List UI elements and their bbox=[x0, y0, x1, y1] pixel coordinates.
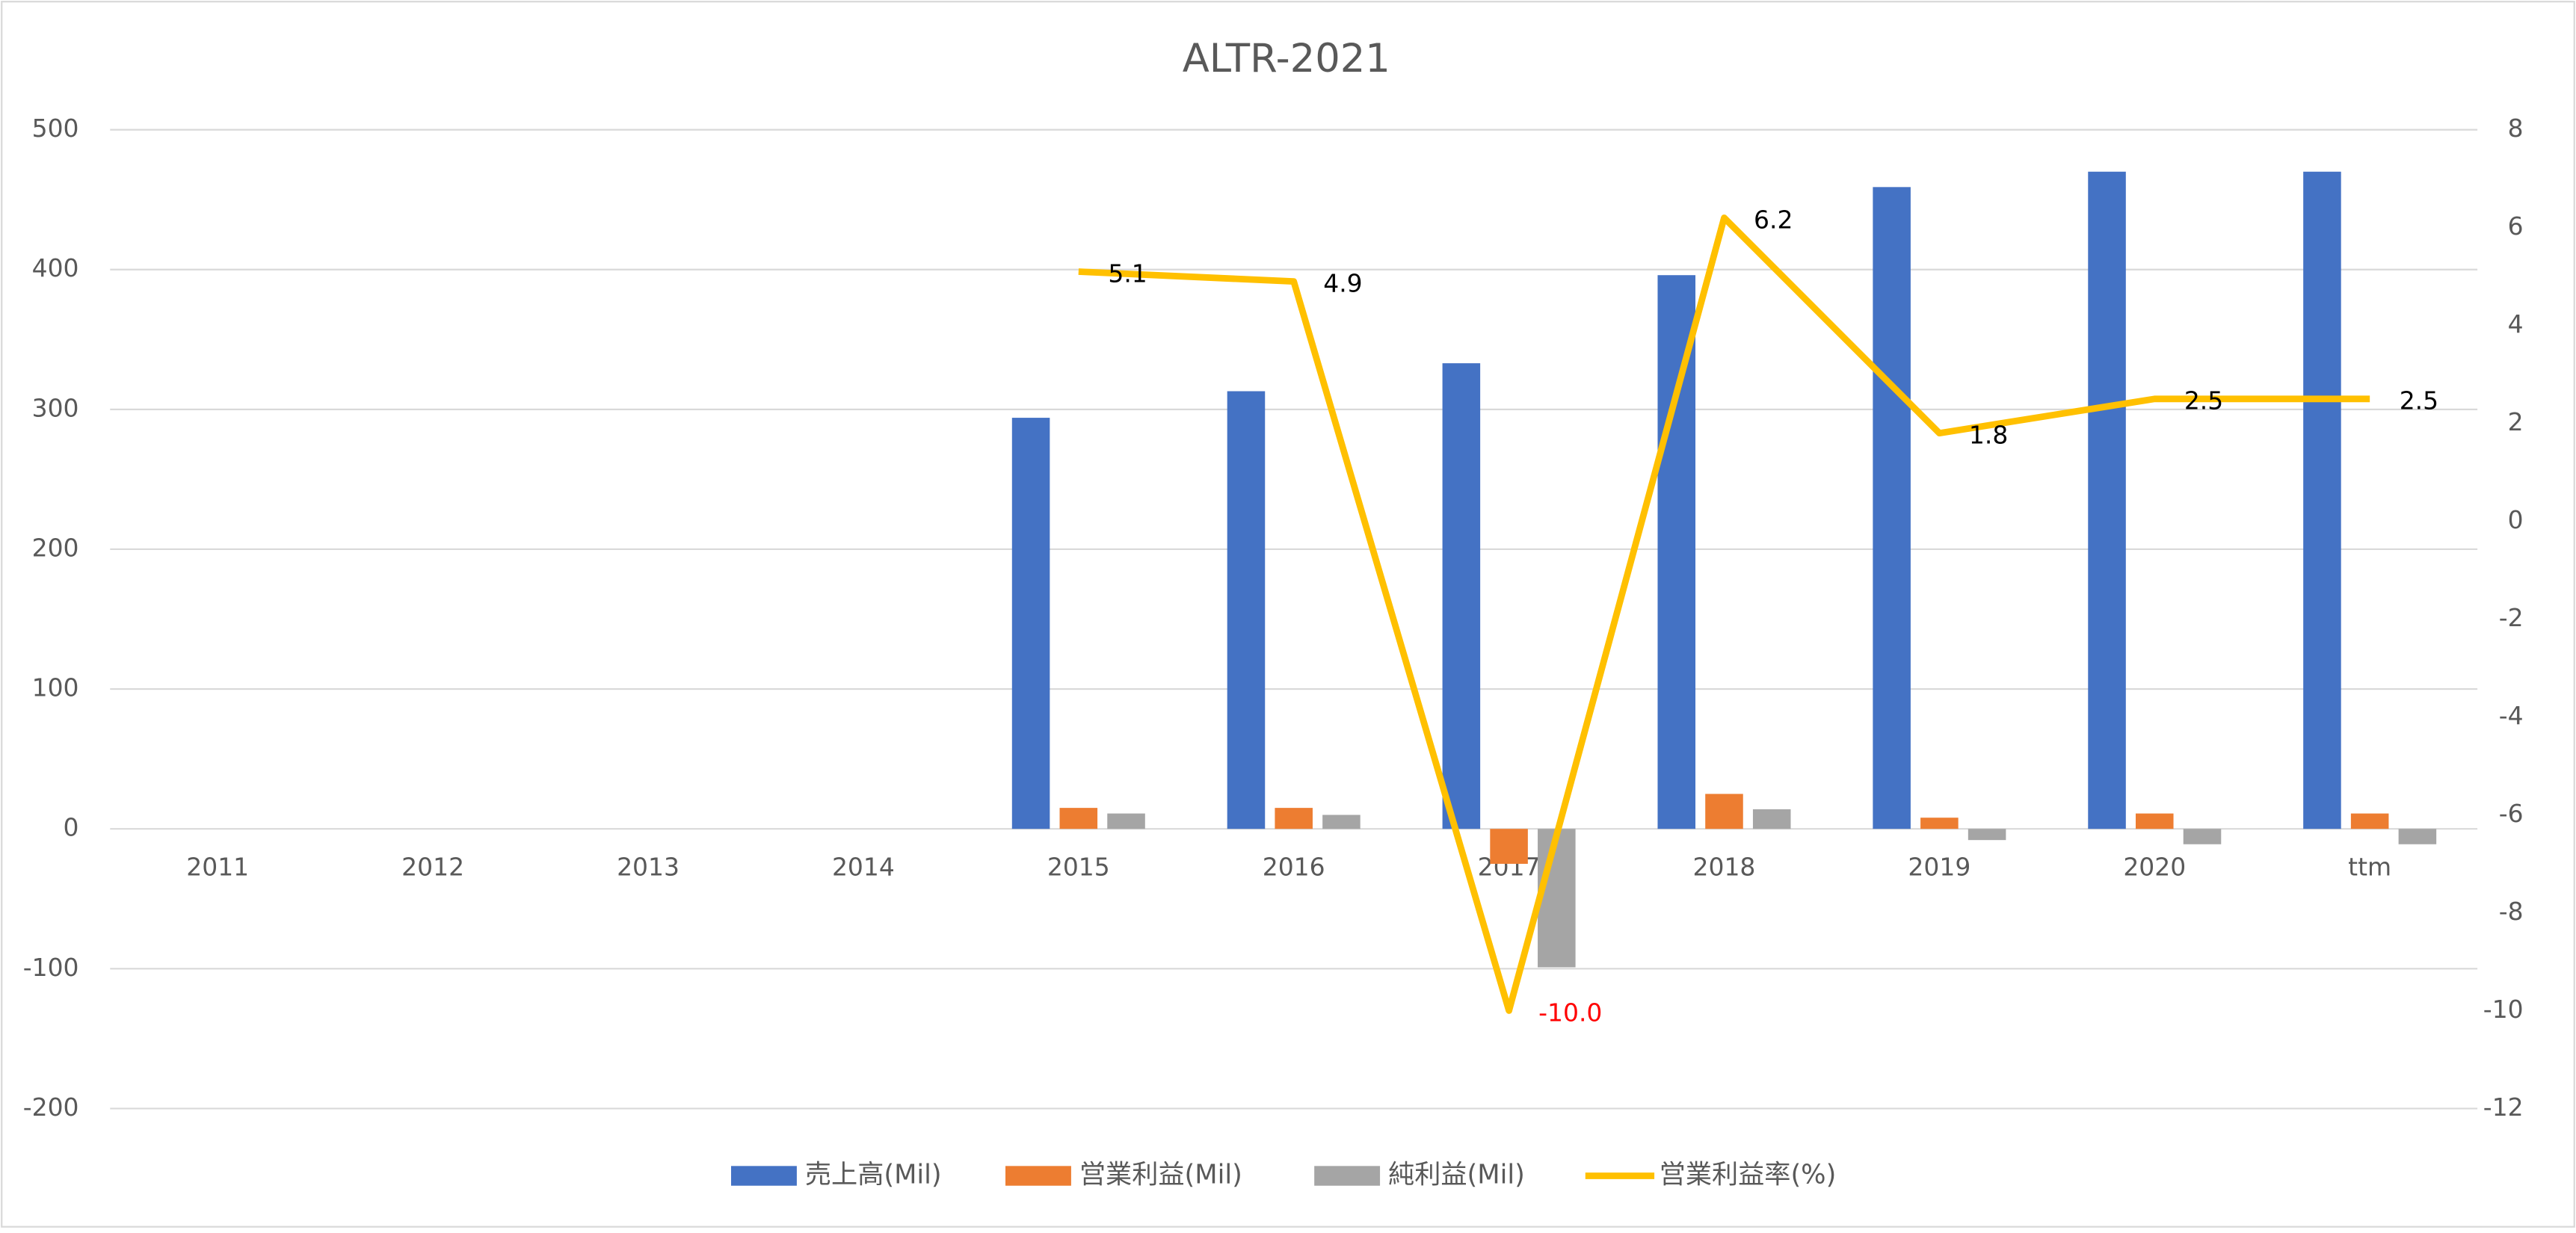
data-label: 1.8 bbox=[1969, 421, 2008, 450]
bar bbox=[1227, 391, 1266, 829]
x-tick-label: 2011 bbox=[186, 852, 249, 881]
bar bbox=[1705, 794, 1743, 829]
y-tick-label: -100 bbox=[23, 953, 79, 982]
bar bbox=[1873, 187, 1911, 829]
x-tick-label: 2012 bbox=[401, 852, 464, 881]
data-label: 2.5 bbox=[2184, 386, 2223, 415]
legend-label: 売上高(Mil) bbox=[805, 1160, 942, 1190]
data-label: 5.1 bbox=[1108, 259, 1147, 288]
bar bbox=[1322, 815, 1361, 829]
y2-tick-label: 0 bbox=[2508, 505, 2524, 534]
legend-label: 営業利益率(%) bbox=[1660, 1160, 1837, 1190]
y-tick-label: 100 bbox=[32, 673, 79, 702]
x-tick-label: 2019 bbox=[1908, 852, 1970, 881]
data-label: 6.2 bbox=[1754, 205, 1793, 234]
y-tick-label: -200 bbox=[23, 1093, 79, 1122]
bar bbox=[1490, 829, 1528, 864]
x-tick-label: 2014 bbox=[832, 852, 895, 881]
x-tick-label: ttm bbox=[2348, 852, 2391, 881]
y2-tick-label: -12 bbox=[2483, 1093, 2524, 1122]
bar bbox=[2303, 171, 2341, 829]
bar bbox=[1059, 808, 1098, 829]
bar bbox=[2350, 813, 2389, 829]
y-tick-label: 500 bbox=[32, 114, 79, 143]
data-label: 4.9 bbox=[1323, 269, 1362, 298]
y2-tick-label: -6 bbox=[2499, 799, 2524, 828]
y2-tick-label: 8 bbox=[2508, 114, 2524, 143]
line bbox=[1078, 214, 2370, 1014]
bar bbox=[1752, 809, 1791, 829]
bar bbox=[1011, 418, 1050, 829]
bar bbox=[2088, 171, 2126, 829]
bar bbox=[1275, 808, 1313, 829]
x-tick-label: 2018 bbox=[1693, 852, 1756, 881]
y2-tick-label: -10 bbox=[2483, 995, 2524, 1024]
bar bbox=[1442, 363, 1481, 829]
bar bbox=[1968, 829, 2006, 841]
y2-tick-label: -4 bbox=[2499, 701, 2524, 730]
legend-swatch bbox=[730, 1166, 797, 1186]
x-tick-label: 2016 bbox=[1263, 852, 1325, 881]
bar bbox=[2398, 829, 2437, 844]
bar bbox=[1538, 829, 1576, 968]
y2-tick-label: -2 bbox=[2499, 603, 2524, 632]
x-tick-label: 2020 bbox=[2123, 852, 2186, 881]
bar bbox=[1107, 813, 1145, 829]
y-tick-label: 200 bbox=[32, 533, 79, 562]
bar bbox=[1920, 818, 1959, 829]
chart-title: ALTR-2021 bbox=[1183, 36, 1390, 81]
legend-swatch bbox=[1314, 1166, 1381, 1186]
y2-tick-label: -8 bbox=[2499, 897, 2524, 926]
y-tick-label: 0 bbox=[64, 813, 79, 842]
y-tick-label: 300 bbox=[32, 393, 79, 422]
legend-label: 営業利益(Mil) bbox=[1079, 1160, 1242, 1190]
legend-label: 純利益(Mil) bbox=[1388, 1160, 1525, 1190]
x-tick-label: 2015 bbox=[1047, 852, 1110, 881]
data-label: -10.0 bbox=[1538, 998, 1602, 1027]
y-tick-label: 400 bbox=[32, 253, 79, 282]
bar bbox=[2135, 813, 2174, 829]
bar bbox=[2183, 829, 2222, 844]
data-label: 2.5 bbox=[2400, 386, 2438, 415]
y2-tick-label: 6 bbox=[2508, 211, 2524, 241]
x-tick-label: 2013 bbox=[617, 852, 680, 881]
y2-tick-label: 4 bbox=[2508, 309, 2524, 339]
bar bbox=[1657, 275, 1696, 829]
y2-tick-label: 2 bbox=[2508, 407, 2524, 436]
legend-swatch bbox=[1005, 1166, 1071, 1186]
